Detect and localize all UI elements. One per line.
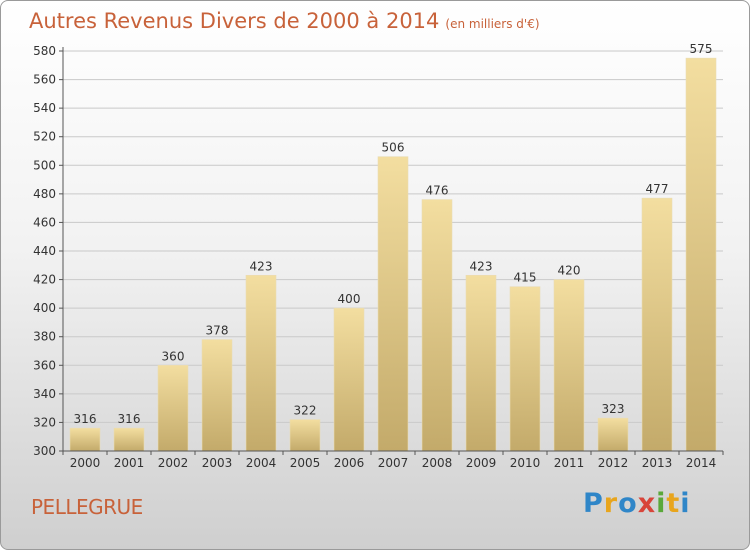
y-tick-label: 400 (33, 301, 56, 315)
value-label: 360 (162, 349, 185, 363)
value-label: 378 (206, 324, 229, 338)
bar-2012 (597, 417, 629, 452)
logo-letter: r (603, 488, 619, 519)
y-tick-label: 320 (33, 415, 56, 429)
bar-2011 (553, 279, 585, 452)
value-label: 423 (250, 259, 273, 273)
y-tick-label: 300 (33, 444, 56, 458)
chart-unit-note: (en milliers d'€) (445, 17, 540, 31)
y-tick-label: 580 (33, 44, 56, 58)
bar-2008 (421, 199, 453, 452)
x-tick-label: 2012 (598, 456, 629, 470)
y-tick-label: 360 (33, 358, 56, 372)
bar-2004 (245, 274, 277, 452)
axes: 300 320 340 360 380 400 420 440 460 480 500 520 540 5… (33, 44, 724, 470)
value-label: 316 (74, 412, 97, 426)
value-label: 323 (602, 402, 625, 416)
x-tick-label: 2013 (642, 456, 673, 470)
y-tick-label: 380 (33, 330, 56, 344)
x-tick-label: 2010 (510, 456, 541, 470)
bar-2003 (201, 339, 233, 452)
bars: 316 316 360 378 423 322 400 506 476 423 415 420 323 4… (69, 42, 717, 452)
place-name: PELLEGRUE (31, 495, 143, 519)
y-tick-label: 480 (33, 187, 56, 201)
value-label: 476 (426, 184, 449, 198)
x-tick-label: 2009 (466, 456, 497, 470)
x-tick-label: 2001 (114, 456, 145, 470)
value-label: 575 (690, 42, 713, 56)
value-label: 506 (382, 141, 405, 155)
chart-title: Autres Revenus Divers de 2000 à 2014 (en … (29, 9, 540, 33)
y-tick-label: 440 (33, 244, 56, 258)
value-label: 423 (470, 259, 493, 273)
logo-letter: i (680, 488, 691, 519)
value-label: 316 (118, 412, 141, 426)
y-tick-label: 500 (33, 158, 56, 172)
x-tick-label: 2006 (334, 456, 365, 470)
x-tick-label: 2008 (422, 456, 453, 470)
bar-2013 (641, 197, 673, 452)
logo-letter: t (666, 488, 681, 519)
bar-2009 (465, 274, 497, 452)
value-label: 477 (646, 182, 669, 196)
value-label: 420 (558, 264, 581, 278)
value-label: 415 (514, 271, 537, 285)
value-label: 322 (294, 404, 317, 418)
y-tick-label: 420 (33, 273, 56, 287)
bar-2002 (157, 364, 189, 452)
logo-letter: i (656, 488, 667, 519)
bar-2010 (509, 286, 541, 452)
x-tick-label: 2000 (70, 456, 101, 470)
y-tick-label: 520 (33, 130, 56, 144)
x-tick-label: 2004 (246, 456, 277, 470)
bar-2007 (377, 156, 409, 452)
x-tick-label: 2007 (378, 456, 409, 470)
bar-2001 (113, 427, 145, 452)
bar-2000 (69, 427, 101, 452)
bar-2006 (333, 307, 365, 452)
proxiti-logo[interactable]: Proxiti (583, 488, 691, 519)
x-tick-label: 2014 (686, 456, 717, 470)
logo-letter: x (637, 488, 657, 519)
value-label: 400 (338, 292, 361, 306)
bar-2014 (685, 57, 717, 452)
x-tick-label: 2003 (202, 456, 233, 470)
chart-title-text: Autres Revenus Divers de 2000 à 2014 (29, 9, 440, 33)
y-tick-label: 560 (33, 73, 56, 87)
x-tick-label: 2002 (158, 456, 189, 470)
y-tick-label: 460 (33, 215, 56, 229)
y-tick-label: 540 (33, 101, 56, 115)
y-tick-label: 340 (33, 387, 56, 401)
x-tick-label: 2005 (290, 456, 321, 470)
logo-letter: o (618, 488, 638, 519)
bar-2005 (289, 419, 321, 452)
x-tick-label: 2011 (554, 456, 585, 470)
logo-letter: P (583, 488, 604, 519)
